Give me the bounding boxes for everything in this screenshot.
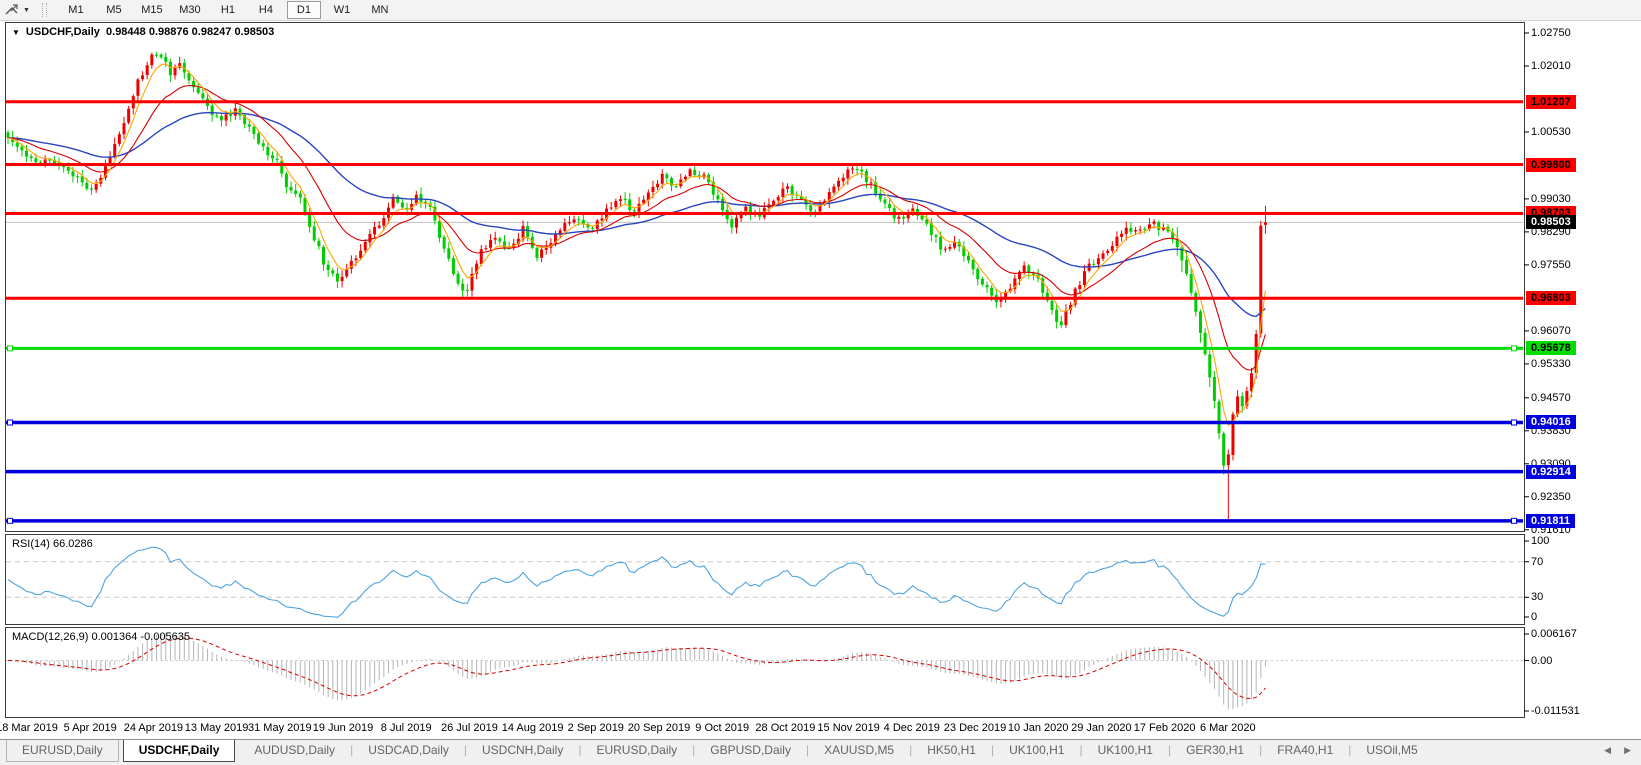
date-tick-label: 18 Mar 2019 [0, 722, 58, 734]
hline-price-label: 0.94016 [1526, 415, 1576, 430]
date-tick-label: 24 Apr 2019 [123, 722, 184, 734]
chart-tab-usoil-m5[interactable]: USOil,M5 [1366, 743, 1418, 757]
date-tick-label: 2 Sep 2019 [567, 722, 624, 734]
tab-divider: | [578, 743, 582, 757]
tab-scroll-left-button[interactable]: ◀ [1604, 745, 1611, 755]
hline-price-label: 0.99800 [1526, 157, 1576, 172]
chart-tab-hk50-h1[interactable]: HK50,H1 [927, 743, 976, 757]
drawing-tool-button[interactable]: ▼ [0, 2, 30, 18]
macd-label: MACD(12,26,9) 0.001364 -0.005635 [12, 631, 190, 643]
date-tick-label: 9 Oct 2019 [695, 722, 750, 734]
price-tick-label: 0.99030 [1531, 192, 1571, 205]
chart-tab-gbpusd-daily[interactable]: GBPUSD,Daily [710, 743, 791, 757]
date-tick-label: 20 Sep 2019 [627, 722, 691, 734]
chart-tab-eurusd-daily[interactable]: EURUSD,Daily [6, 740, 119, 762]
date-tick-label: 5 Apr 2019 [63, 722, 117, 734]
chart-collapse-icon[interactable]: ▼ [12, 28, 20, 37]
hline-price-label: 0.96803 [1526, 291, 1576, 306]
timeframe-button-m5[interactable]: M5 [106, 4, 122, 16]
tab-divider: | [909, 743, 913, 757]
hline-price-label: 0.95678 [1526, 341, 1576, 356]
chart-tab-fra40-h1[interactable]: FRA40,H1 [1277, 743, 1334, 757]
tab-divider: | [1167, 743, 1172, 757]
tool-dropdown-icon[interactable]: ▼ [23, 6, 30, 14]
date-tick-label: 31 May 2019 [247, 722, 312, 734]
timeframe-toolbar: ▼ M1 M5 M15 M30 H1 H4 D1 W1 MN [0, 0, 1641, 21]
rsi-tick-label: 30 [1531, 591, 1544, 604]
date-tick-label: 10 Jan 2020 [1007, 722, 1069, 734]
timeframe-button-h4[interactable]: H4 [258, 4, 273, 16]
toolbar-grip [41, 3, 47, 17]
chart-tab-eurusd-daily[interactable]: EURUSD,Daily [596, 743, 678, 757]
date-tick-label: 28 Oct 2019 [755, 722, 816, 734]
main-chart-panel[interactable] [5, 22, 1525, 532]
rsi-indicator-panel[interactable] [5, 534, 1525, 625]
price-tick-label: 0.96070 [1531, 324, 1571, 337]
chart-ohlc-values: 0.98448 0.98876 0.98247 0.98503 [106, 26, 275, 38]
chart-tab-audusd-daily[interactable]: AUDUSD,Daily [254, 743, 336, 757]
price-tick-label: 1.02750 [1531, 27, 1571, 39]
tab-divider: | [1348, 743, 1352, 757]
macd-tick-label: 0.006167 [1531, 628, 1577, 640]
timeframe-button-m30[interactable]: M30 [179, 4, 201, 16]
hline-price-label: 0.92914 [1526, 464, 1576, 479]
tab-divider: | [1259, 743, 1263, 757]
timeframe-button-d1[interactable]: D1 [286, 1, 321, 19]
price-tick-label: 0.97550 [1531, 258, 1571, 271]
tab-scroll-right-button[interactable]: ▶ [1624, 745, 1631, 755]
rsi-tick-label: 100 [1531, 535, 1550, 547]
drawing-cursor-icon [5, 4, 18, 15]
macd-tick-label: 0.00 [1531, 654, 1553, 667]
date-tick-label: 4 Dec 2019 [883, 722, 940, 734]
timeframe-button-mn[interactable]: MN [371, 4, 389, 16]
current-price-label: 0.98503 [1526, 215, 1576, 230]
price-tick-label: 1.00530 [1531, 126, 1571, 138]
chart-tab-ger30-h1[interactable]: GER30,H1 [1186, 743, 1245, 757]
date-tick-label: 26 Jul 2019 [440, 722, 498, 734]
price-tick-label: 1.02010 [1531, 60, 1571, 72]
chart-tab-usdcnh-daily[interactable]: USDCNH,Daily [482, 743, 564, 757]
date-tick-label: 13 May 2019 [184, 722, 249, 734]
chart-tab-uk100-h1[interactable]: UK100,H1 [1009, 743, 1065, 757]
macd-indicator-panel[interactable] [5, 627, 1525, 718]
date-tick-label: 14 Aug 2019 [501, 722, 564, 734]
date-tick-label: 8 Jul 2019 [380, 722, 432, 734]
tab-divider: | [990, 743, 995, 757]
macd-tick-label: -0.011531 [1531, 705, 1580, 717]
date-tick-label: 23 Dec 2019 [943, 722, 1007, 734]
tab-divider: | [350, 743, 354, 757]
chart-title: ▼ USDCHF,Daily 0.98448 0.98876 0.98247 0.… [12, 26, 274, 38]
date-tick-label: 19 Jun 2019 [312, 722, 374, 734]
chart-symbol-label: USDCHF,Daily [25, 26, 100, 38]
timeframe-button-m15[interactable]: M15 [141, 4, 163, 16]
tab-divider: | [805, 743, 810, 757]
rsi-label: RSI(14) 66.0286 [12, 538, 93, 550]
rsi-tick-label: 0 [1531, 611, 1538, 623]
price-tick-label: 0.95330 [1531, 357, 1571, 370]
date-tick-label: 17 Feb 2020 [1133, 722, 1196, 734]
chart-tab-uk100-h1[interactable]: UK100,H1 [1097, 743, 1153, 757]
chart-tab-xauusd-m5[interactable]: XAUUSD,M5 [824, 743, 895, 757]
hline-price-label: 1.01207 [1526, 94, 1576, 109]
timeframe-button-h1[interactable]: H1 [220, 4, 235, 16]
chart-tab-usdcad-daily[interactable]: USDCAD,Daily [368, 743, 449, 757]
date-tick-label: 15 Nov 2019 [817, 722, 880, 734]
price-tick-label: 0.92350 [1531, 490, 1571, 503]
hline-price-label: 0.91811 [1526, 513, 1576, 528]
tab-divider: | [692, 743, 696, 757]
timeframe-button-m1[interactable]: M1 [68, 4, 84, 16]
price-tick-label: 0.94570 [1531, 391, 1571, 404]
timeframe-button-w1[interactable]: W1 [333, 4, 351, 16]
date-tick-label: 29 Jan 2020 [1071, 722, 1132, 734]
chart-tab-usdchf-daily[interactable]: USDCHF,Daily [122, 740, 236, 762]
chart-tab-bar: EURUSD,Daily USDCHF,Daily AUDUSD,Daily | USD… [0, 739, 1641, 765]
rsi-tick-label: 70 [1531, 555, 1544, 568]
tab-divider: | [463, 743, 467, 757]
timeframe-buttons: M1 M5 M15 M30 H1 H4 D1 W1 MN [57, 1, 399, 19]
date-tick-label: 6 Mar 2020 [1199, 722, 1256, 734]
tab-divider: | [1079, 743, 1083, 757]
